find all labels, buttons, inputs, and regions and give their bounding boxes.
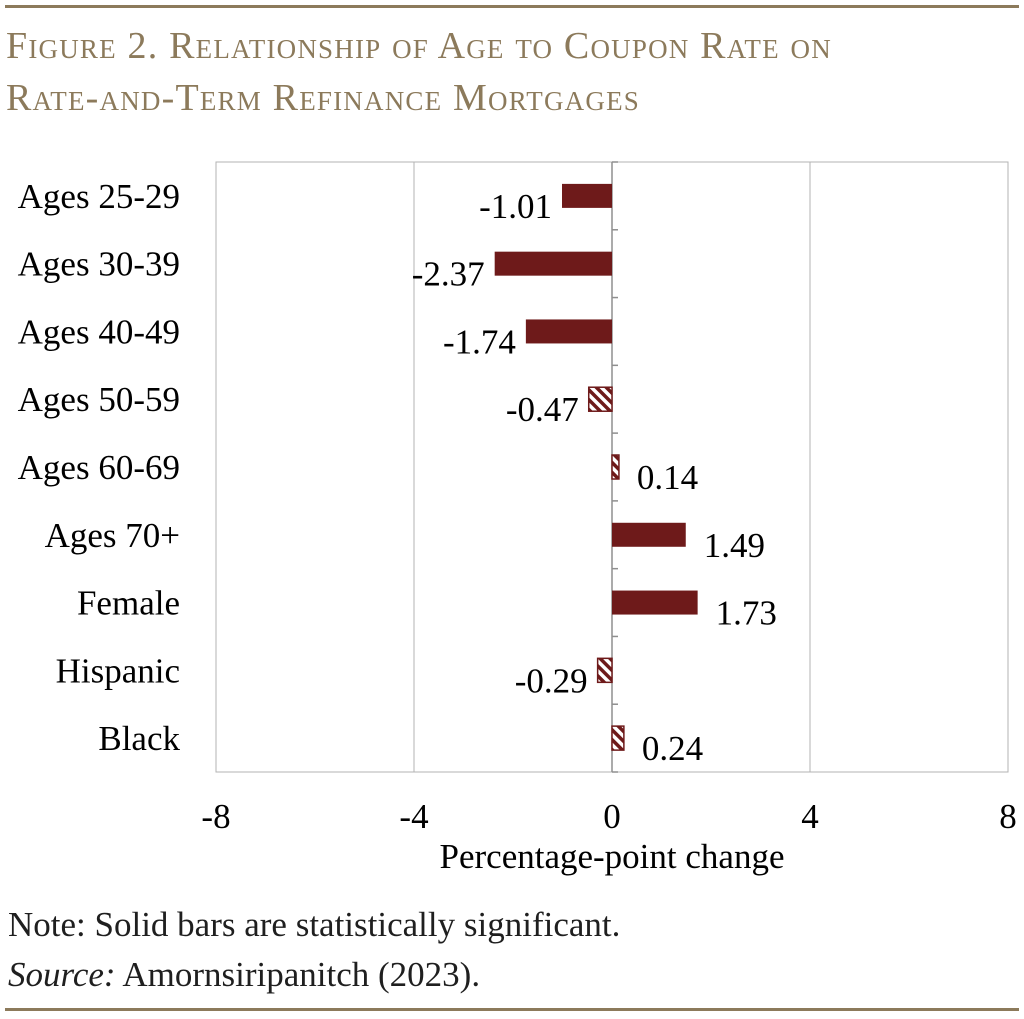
figure-title-line-1: Figure 2. Relationship of Age to Coupon … [6, 25, 832, 67]
source: Source: Amornsiripanitch (2023). [8, 955, 480, 995]
data-label: -0.47 [506, 390, 579, 429]
bar [525, 319, 612, 344]
bar-chart: -8 -4 0 4 8 Ages 25-29 -1.01 Ages 30-39 -2.37 Age… [18, 161, 1017, 876]
bar [494, 251, 612, 276]
data-label: -1.01 [479, 187, 552, 226]
category-label: Hispanic [56, 651, 180, 690]
category-label: Ages 60-69 [18, 448, 180, 487]
source-label: Source: [8, 955, 116, 994]
x-tick-label: -4 [399, 797, 428, 836]
bar [611, 725, 625, 751]
x-tick-label: 0 [603, 797, 621, 836]
bar [562, 183, 612, 208]
category-label: Black [98, 719, 180, 758]
data-label: -0.29 [515, 661, 588, 700]
note: Note: Solid bars are statistically signi… [8, 905, 620, 945]
bar [612, 590, 698, 615]
x-tick-label: -8 [201, 797, 230, 836]
figure-title-line-2: Rate-and-Term Refinance Mortgages [6, 77, 640, 119]
bar [611, 454, 620, 480]
bar [587, 386, 613, 412]
bar [612, 522, 686, 547]
data-label: 0.24 [642, 729, 703, 768]
x-axis-title: Percentage-point change [440, 837, 785, 876]
bottom-rule [5, 1008, 1019, 1011]
top-rule [5, 5, 1019, 8]
category-label: Ages 50-59 [18, 380, 180, 419]
note-text: Note: Solid bars are statistically signi… [8, 905, 621, 944]
data-label: -1.74 [443, 322, 516, 361]
category-label: Ages 30-39 [18, 245, 180, 284]
category-label: Ages 70+ [45, 516, 180, 555]
category-label: Female [77, 584, 180, 623]
figure-title: Figure 2. Relationship of Age to Coupon … [6, 20, 1016, 124]
x-tick-label: 4 [801, 797, 819, 836]
data-label: 1.73 [716, 594, 777, 633]
x-tick-label: 8 [999, 797, 1017, 836]
category-label: Ages 25-29 [18, 177, 180, 216]
data-label: 0.14 [637, 458, 698, 497]
data-label: 1.49 [704, 526, 765, 565]
data-label: -2.37 [412, 255, 485, 294]
source-text: Amornsiripanitch (2023). [115, 955, 481, 994]
bar [596, 657, 613, 684]
category-label: Ages 40-49 [18, 312, 180, 351]
